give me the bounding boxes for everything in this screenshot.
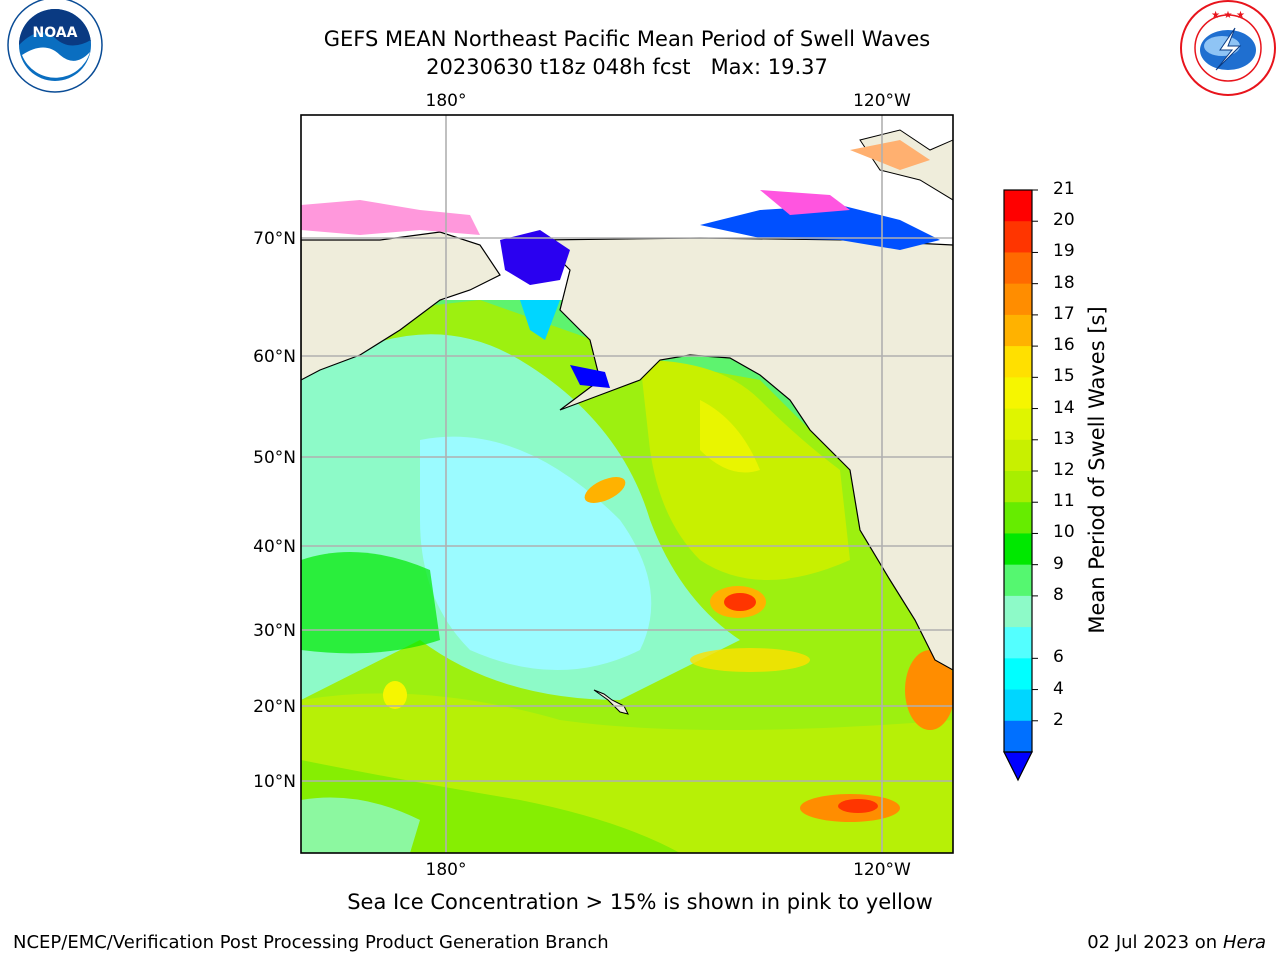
- colorbar-label: Mean Period of Swell Waves [s]: [1085, 306, 1109, 634]
- lon-label-bottom-120w: 120°W: [853, 860, 911, 880]
- footer-date: 02 Jul 2023 on Hera: [1087, 932, 1266, 953]
- lat-label-20n: 20°N: [253, 697, 296, 717]
- graticule: [301, 115, 953, 853]
- colorbar-tick-label: 20: [1053, 210, 1075, 231]
- colorbar-under-arrow: [1003, 751, 1033, 782]
- footer-date-text: 02 Jul 2023 on: [1087, 932, 1218, 953]
- colorbar-segment: [1004, 533, 1032, 566]
- colorbar-segment: [1004, 595, 1032, 628]
- colorbar-tick-label: 8: [1053, 584, 1064, 605]
- noaa-logo-text: NOAA: [33, 25, 78, 41]
- lon-label-top-180: 180°: [426, 91, 467, 111]
- colorbar-tick-label: 11: [1053, 491, 1075, 512]
- lat-label-60n: 60°N: [253, 347, 296, 367]
- colorbar-tick-label: 18: [1053, 272, 1075, 293]
- colorbar-segment: [1004, 720, 1032, 753]
- colorbar-tick-label: 6: [1053, 647, 1064, 668]
- colorbar-tick-label: 14: [1053, 397, 1075, 418]
- colorbar-tick-label: 9: [1053, 553, 1064, 574]
- colorbar-tick-label: 2: [1053, 709, 1064, 730]
- noaa-logo: NOAA: [7, 0, 103, 93]
- footer-credit: NCEP/EMC/Verification Post Processing Pr…: [13, 932, 609, 953]
- svg-text:★ ★ ★: ★ ★ ★: [1211, 10, 1245, 21]
- nws-logo: ★ ★ ★: [1180, 0, 1276, 96]
- colorbar-segment: [1004, 564, 1032, 597]
- lat-label-50n: 50°N: [253, 448, 296, 468]
- map-subtitle: 20230630 t18z 048h fcst Max: 19.37: [426, 55, 828, 79]
- colorbar-segment: [1004, 658, 1032, 691]
- colorbar-segment: [1004, 439, 1032, 472]
- colorbar-segment: [1004, 377, 1032, 410]
- colorbar-tick-label: 15: [1053, 366, 1075, 387]
- sea-ice-note: Sea Ice Concentration > 15% is shown in …: [347, 890, 933, 914]
- map-title: GEFS MEAN Northeast Pacific Mean Period …: [323, 27, 931, 51]
- lon-label-top-120w: 120°W: [853, 91, 911, 111]
- lat-label-10n: 10°N: [253, 772, 296, 792]
- colorbar: [1003, 189, 1038, 782]
- colorbar-tick-label: 4: [1053, 678, 1064, 699]
- colorbar-tick-label: 19: [1053, 241, 1075, 262]
- colorbar-segment: [1004, 283, 1032, 316]
- colorbar-tick-label: 12: [1053, 460, 1075, 480]
- footer-host: Hera: [1222, 932, 1266, 953]
- colorbar-segment: [1004, 346, 1032, 378]
- colorbar-segment: [1004, 471, 1032, 503]
- map-panel: [300, 114, 954, 854]
- lat-label-70n: 70°N: [253, 229, 296, 249]
- colorbar-segment: [1004, 689, 1032, 722]
- colorbar-segment: [1004, 502, 1032, 534]
- colorbar-segment: [1004, 190, 1032, 222]
- colorbar-tick-label: 21: [1053, 179, 1075, 199]
- colorbar-segment: [1004, 252, 1032, 285]
- lon-label-bottom-180: 180°: [426, 860, 467, 880]
- colorbar-tick-label: 13: [1053, 428, 1075, 449]
- colorbar-segment: [1004, 221, 1032, 253]
- colorbar-segment: [1004, 314, 1032, 347]
- lat-label-30n: 30°N: [253, 621, 296, 641]
- colorbar-tick-label: 16: [1053, 335, 1075, 356]
- colorbar-segment: [1004, 627, 1032, 659]
- colorbar-tick-label: 10: [1053, 522, 1075, 543]
- colorbar-segment: [1004, 408, 1032, 441]
- colorbar-tick-label: 17: [1053, 303, 1075, 324]
- lat-label-40n: 40°N: [253, 537, 296, 557]
